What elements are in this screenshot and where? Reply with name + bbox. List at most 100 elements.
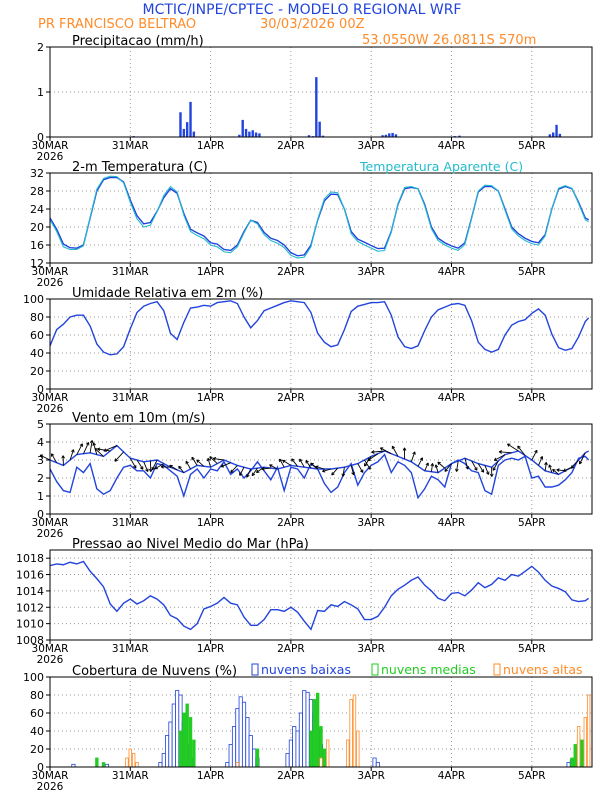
precip-bar [548,134,552,137]
wind-arrow-head [402,447,407,451]
x-tick-label: 2APR [277,517,305,529]
x-year-label: 2026 [37,403,64,415]
wind-arrow [310,462,318,470]
wind-arrow [417,457,423,467]
clouds-bar [255,748,260,768]
wind-arrow-head [79,443,83,447]
wind-arrow [477,463,485,473]
wind-arrow [331,467,339,476]
wind-arrow [282,459,292,466]
clouds-bar [168,721,173,768]
precip-bar [189,101,192,137]
precip-bar [381,135,384,137]
clouds-bar [185,703,189,768]
cloud-legend-label: nuvens altas [503,662,583,677]
wind-arrow [424,462,429,471]
wind-arrow-head [351,471,355,476]
y-tick-label: 100 [23,293,44,306]
y-tick-label: 1014 [16,585,44,598]
clouds-bar [352,694,357,768]
y-tick-label: 60 [30,707,44,720]
wind-wind_speed-line [50,453,590,500]
wind-arrow-head [151,466,155,471]
x-year-label: 2026 [37,654,64,666]
wind-arrow [484,465,490,475]
precip-bar [192,131,196,137]
wind-arrow-head [160,465,165,469]
x-tick-label: 4APR [438,770,466,782]
clouds-bar [175,690,180,768]
clouds-bar [245,717,250,768]
wind-arrow [76,443,83,455]
clouds-bar [101,762,106,768]
wind-arrow-head [133,465,137,469]
x-tick-label: 4APR [438,392,466,404]
wind-arrow-head [50,453,55,457]
clouds-bar [312,699,317,768]
clouds-bar [125,757,129,768]
clouds-bar [158,762,163,768]
x-tick-label: 31MAR [112,770,149,782]
x-tick-label: 5APR [518,770,546,782]
wind-arrow [136,459,144,470]
clouds-bar [235,708,240,768]
wind-arrow [114,451,124,462]
clouds-title: Cobertura de Nuvens (%) [72,664,237,679]
wind-arrow [251,467,258,476]
x-tick-label: 30MAR [32,517,69,529]
x-tick-label: 3APR [357,770,385,782]
clouds-bar [128,748,132,768]
wind-arrow [410,451,416,462]
clouds-bar [95,757,99,768]
x-year-label: 2026 [37,781,64,792]
wind-arrow-head [430,463,435,467]
x-tick-label: 31MAR [112,517,149,529]
y-tick-label: 1 [37,490,44,503]
clouds-bar [292,726,297,768]
wind-arrow-head [367,457,371,462]
clouds-bar [576,726,581,768]
x-tick-label: 5APR [518,517,546,529]
clouds-bar [192,739,196,768]
clouds-bar [295,730,300,768]
wind-arrow [464,458,469,470]
clouds-bar [131,753,136,768]
precip-bar [307,135,311,137]
y-tick-label: 60 [30,329,44,342]
precip-bar [551,132,555,137]
wind-arrow [191,456,198,466]
x-tick-label: 3APR [357,266,385,278]
wind-arrow-head [474,467,478,471]
y-tick-label: 2 [37,41,44,54]
precip-title: Precipitacao (mm/h) [72,34,204,49]
wind-arrow-head [544,462,548,466]
wind-arrow-head [212,456,217,461]
cloud-legend-swatch [251,663,259,676]
clouds-bar [305,691,310,768]
wind-arrow [342,467,345,477]
wind-arrow [305,460,312,469]
wind-arrow [220,462,231,468]
clouds-bar [319,757,323,768]
clouds-bar [231,726,237,768]
wind-arrow [552,468,559,475]
wind-arrow-head [331,472,335,476]
y-tick-label: 0 [37,383,44,396]
clouds-bar [252,748,257,768]
precip-bar [251,130,254,137]
clouds-bar [171,703,176,768]
clouds-bar [241,701,247,768]
x-tick-label: 1APR [197,266,225,278]
wind-arrow [261,467,271,470]
clouds-bar [248,735,253,768]
wind-arrow-head [419,457,423,461]
wind-arrow-head [391,445,396,450]
precip-bar [388,133,391,137]
y-tick-label: 80 [30,311,44,324]
temp-title: 2-m Temperatura (C) [72,160,208,175]
y-tick-label: 24 [30,203,44,216]
header-coords: 53.0550W 26.0811S 570m [362,33,536,48]
wind-arrow-head [246,474,250,478]
wind-arrow [456,460,459,472]
wind-arrow [103,445,118,452]
